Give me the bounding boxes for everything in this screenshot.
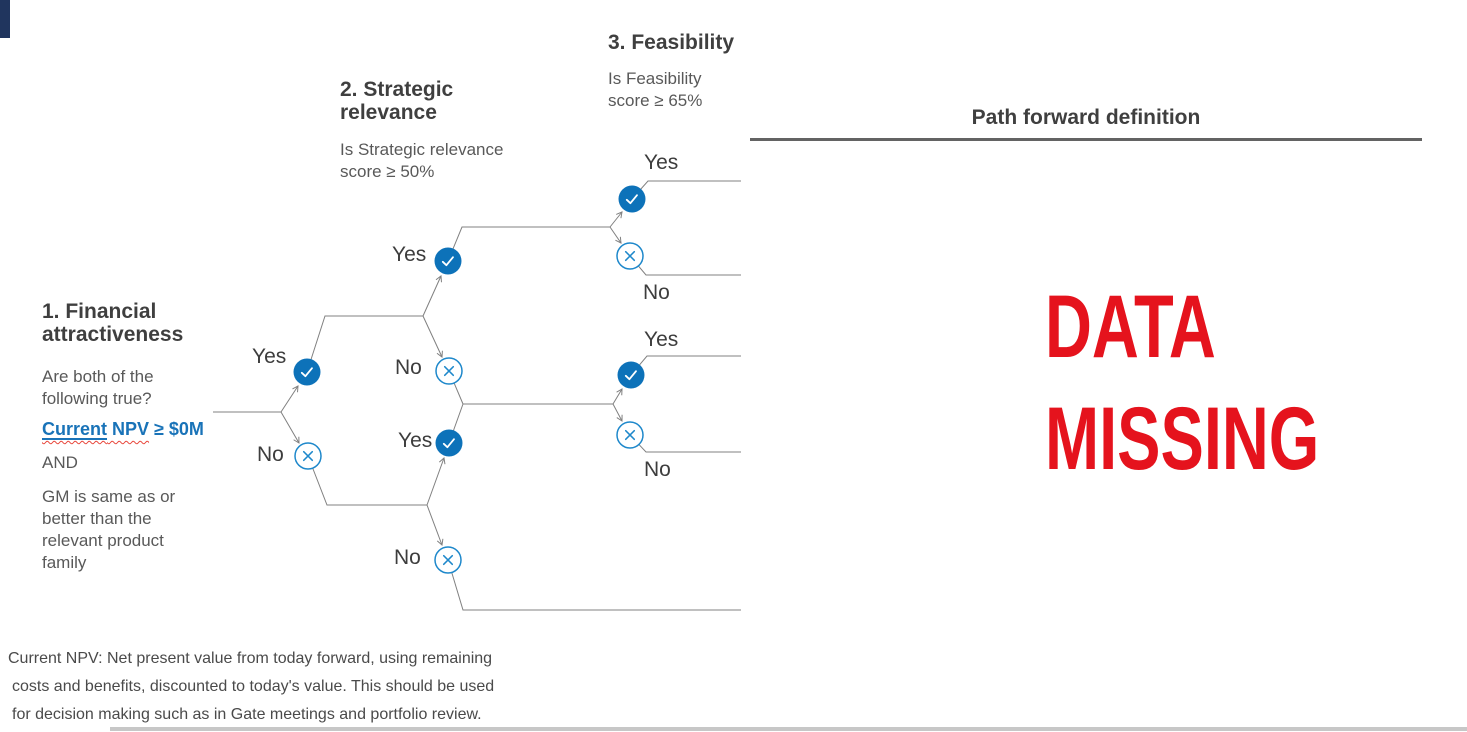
- branch-label-financial-no: No: [257, 443, 284, 466]
- cross-icon: [443, 365, 455, 377]
- node-circle: [618, 185, 646, 213]
- branch-lines: [213, 180, 741, 611]
- path-forward-title: Path forward definition: [971, 106, 1201, 129]
- footnote-line1: Current NPV: Net present value from toda…: [8, 650, 493, 667]
- node-circle: [435, 429, 463, 457]
- corner-accent-bar: [0, 0, 10, 38]
- node-circle: [434, 546, 462, 574]
- npv-threshold: ≥ $0M: [149, 419, 204, 439]
- feasibility-section-title: 3. Feasibility: [608, 31, 735, 54]
- feasibility-mid-yes-exit: [630, 355, 741, 376]
- financial-criterion2: GM is same as or better than the relevan…: [42, 487, 176, 572]
- financial-section-title: 1. Financial attractiveness: [42, 300, 184, 346]
- branch-label-feasibility-top-no: No: [643, 281, 670, 304]
- feasibility-top-no-exit: [629, 255, 741, 276]
- no-nodes: [294, 242, 644, 574]
- watermark-line2: MISSING: [1045, 388, 1320, 488]
- arrow-strategic2-no: [426, 504, 444, 546]
- cross-icon: [442, 554, 454, 566]
- arrow-feasibility-mid-yes: [612, 388, 623, 405]
- npv-spellcheck-span: Current NPV: [42, 419, 149, 439]
- feasibility-question: Is Feasibility score ≥ 65%: [608, 69, 703, 110]
- node-circle: [294, 442, 322, 470]
- node-circle: [616, 421, 644, 449]
- check-icon: [442, 438, 455, 449]
- branch-label-strategic-yes: Yes: [392, 243, 427, 266]
- strategic2-yes-node: [435, 429, 463, 457]
- check-icon: [300, 367, 313, 378]
- feasibility-top-no-node: [616, 242, 644, 270]
- arrow-strategic2-yes: [426, 457, 446, 506]
- npv-footnote: Current NPV: Net present value from toda…: [8, 645, 494, 729]
- branch-label-financial-yes: Yes: [252, 345, 287, 368]
- strategic-no-node: [435, 357, 463, 385]
- strategic-section-title: 2. Strategic relevance: [340, 78, 454, 124]
- bottom-divider-line: [110, 727, 1467, 731]
- feasibility-top-yes-node: [618, 185, 646, 213]
- strategic2-yes-to-junction: [448, 403, 464, 444]
- npv-word2: NPV: [107, 419, 150, 439]
- node-circle: [616, 242, 644, 270]
- financial-conjunction: AND: [42, 453, 78, 472]
- arrow-strategic-no: [422, 315, 443, 358]
- arrow-feasibility-top-yes: [609, 211, 623, 228]
- npv-underlined-word: Current: [42, 419, 108, 439]
- arrow-financial-yes: [280, 385, 299, 413]
- cross-icon: [624, 429, 636, 441]
- node-circle: [293, 358, 321, 386]
- strategic2-no-exit: [447, 559, 741, 611]
- arrow-strategic-yes: [422, 275, 442, 317]
- strategic-yes-exit: [447, 226, 610, 262]
- check-icon: [625, 194, 638, 205]
- node-circle: [434, 247, 462, 275]
- path-forward-title-rule: [750, 138, 1422, 141]
- branch-label-feasibility-mid-yes: Yes: [644, 328, 679, 351]
- check-icon: [624, 370, 637, 381]
- financial-no-exit: [307, 455, 427, 506]
- footnote-line3: for decision making such as in Gate meet…: [12, 706, 482, 723]
- feasibility-mid-yes-node: [617, 361, 645, 389]
- data-missing-watermark: DATA MISSING: [1045, 270, 1319, 494]
- financial-yes-node: [293, 358, 321, 386]
- arrow-financial-no: [280, 411, 300, 444]
- branch-label-strategic2-yes: Yes: [398, 429, 433, 452]
- arrow-feasibility-mid-no: [612, 403, 623, 422]
- node-circle: [435, 357, 463, 385]
- footnote-line2: costs and benefits, discounted to today'…: [12, 678, 495, 695]
- npv-criterion-link[interactable]: Current NPV ≥ $0M: [42, 419, 204, 440]
- check-icon: [441, 256, 454, 267]
- feasibility-top-yes-exit: [631, 180, 741, 200]
- branch-label-strategic-no: No: [395, 356, 422, 379]
- strategic2-no-node: [434, 546, 462, 574]
- feasibility-mid-no-exit: [629, 434, 741, 453]
- strategic-yes-node: [434, 247, 462, 275]
- feasibility-mid-no-node: [616, 421, 644, 449]
- watermark-line1: DATA: [1045, 276, 1216, 376]
- branch-label-feasibility-top-yes: Yes: [644, 151, 679, 174]
- branch-label-strategic2-no: No: [394, 546, 421, 569]
- cross-icon: [302, 450, 314, 462]
- yes-nodes: [293, 185, 646, 457]
- financial-no-node: [294, 442, 322, 470]
- arrow-feasibility-top-no: [609, 226, 622, 244]
- cross-icon: [624, 250, 636, 262]
- branch-label-feasibility-mid-no: No: [644, 458, 671, 481]
- financial-question: Are both of the following true?: [42, 367, 154, 408]
- strategic-no-to-junction: [448, 370, 464, 405]
- strategic-question: Is Strategic relevance score ≥ 50%: [340, 140, 504, 181]
- node-circle: [617, 361, 645, 389]
